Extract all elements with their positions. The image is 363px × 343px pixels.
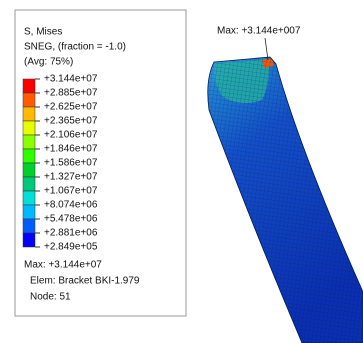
color-swatch xyxy=(23,107,35,121)
level-label: +5.478e+06 xyxy=(44,214,98,225)
color-swatch xyxy=(23,135,35,149)
legend-elem: Elem: Bracket BKI-1.979 xyxy=(30,276,140,287)
color-swatch xyxy=(23,205,35,219)
level-label: +1.846e+07 xyxy=(44,144,98,155)
level-label: +2.885e+07 xyxy=(44,88,98,99)
legend-subtitle: SNEG, (fraction = -1.0) xyxy=(24,42,126,53)
color-swatch xyxy=(23,219,35,233)
level-label: +2.106e+07 xyxy=(44,130,98,141)
level-label: +2.365e+07 xyxy=(44,116,98,127)
color-swatch xyxy=(23,121,35,135)
level-label: +1.067e+07 xyxy=(44,186,98,197)
level-label: +2.625e+07 xyxy=(44,102,98,113)
legend-subtitle: (Avg: 75%) xyxy=(24,57,73,68)
legend-title: S, Mises xyxy=(24,27,62,38)
color-swatch xyxy=(23,93,35,107)
color-swatch xyxy=(23,233,35,247)
part xyxy=(208,57,363,343)
mesh xyxy=(208,57,363,343)
level-label: +8.074e+06 xyxy=(44,200,98,211)
level-label: +3.144e+07 xyxy=(44,74,98,85)
color-swatch xyxy=(23,163,35,177)
annotation: Max: +3.144e+007 xyxy=(217,26,301,37)
level-label: +2.881e+06 xyxy=(44,228,98,239)
color-swatch xyxy=(23,149,35,163)
level-label: +1.327e+07 xyxy=(44,172,98,183)
legend-node: Node: 51 xyxy=(30,292,71,303)
color-swatch xyxy=(23,191,35,205)
level-label: +2.849e+05 xyxy=(44,242,98,253)
legend-max: Max: +3.144e+07 xyxy=(24,260,102,271)
color-swatch xyxy=(23,177,35,191)
level-label: +1.586e+07 xyxy=(44,158,98,169)
screen: S, Mises SNEG, (fraction = -1.0) (Avg: 7… xyxy=(0,0,363,343)
annotation-leader xyxy=(265,38,268,60)
color-swatch xyxy=(23,79,35,93)
